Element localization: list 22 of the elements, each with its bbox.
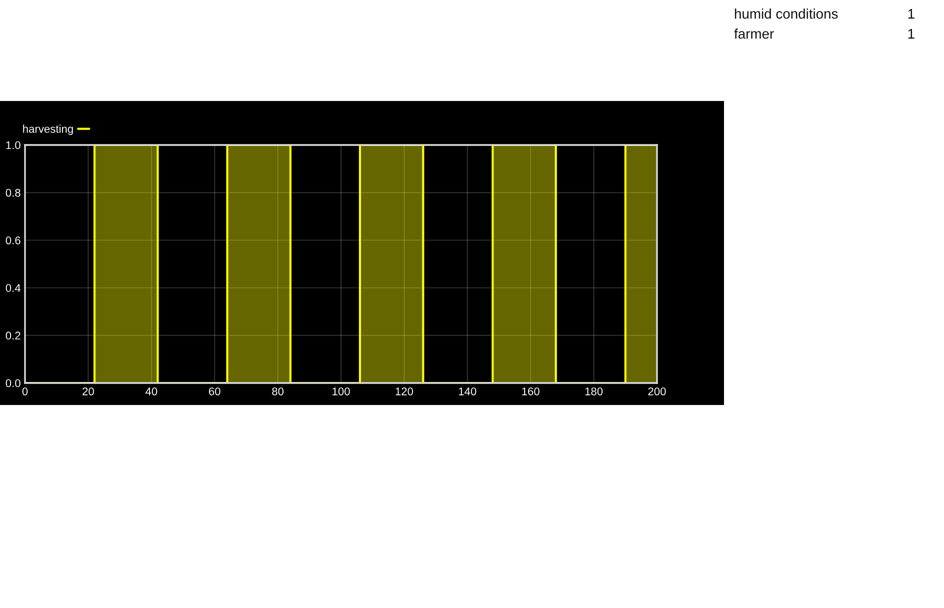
y-tick-label: 0.2 — [6, 332, 20, 340]
x-tick-label: 140 — [458, 387, 476, 396]
x-tick-label: 80 — [272, 387, 284, 396]
x-tick-label: 60 — [208, 387, 220, 396]
x-tick-label: 120 — [396, 387, 414, 396]
x-tick-label: 200 — [648, 387, 666, 396]
y-tick-label: 0.4 — [6, 284, 21, 292]
x-tick-label: 40 — [145, 387, 158, 396]
x-tick-label: 20 — [82, 387, 94, 396]
legend-label: harvesting — [23, 124, 73, 135]
y-tick-label: 1.0 — [6, 141, 20, 150]
x-tick-label: 0 — [22, 387, 28, 396]
y-tick-label: 0.6 — [6, 236, 20, 244]
x-tick-label: 100 — [332, 387, 350, 396]
text: 1 — [908, 9, 914, 19]
text: 1 — [908, 29, 914, 39]
y-tick-label: 0.0 — [6, 379, 20, 388]
x-tick-label: 160 — [522, 387, 540, 396]
x-tick-label: 180 — [585, 387, 603, 396]
text: farmer — [734, 28, 774, 39]
y-tick-label: 0.8 — [6, 188, 20, 197]
text: humid conditions — [734, 8, 838, 19]
